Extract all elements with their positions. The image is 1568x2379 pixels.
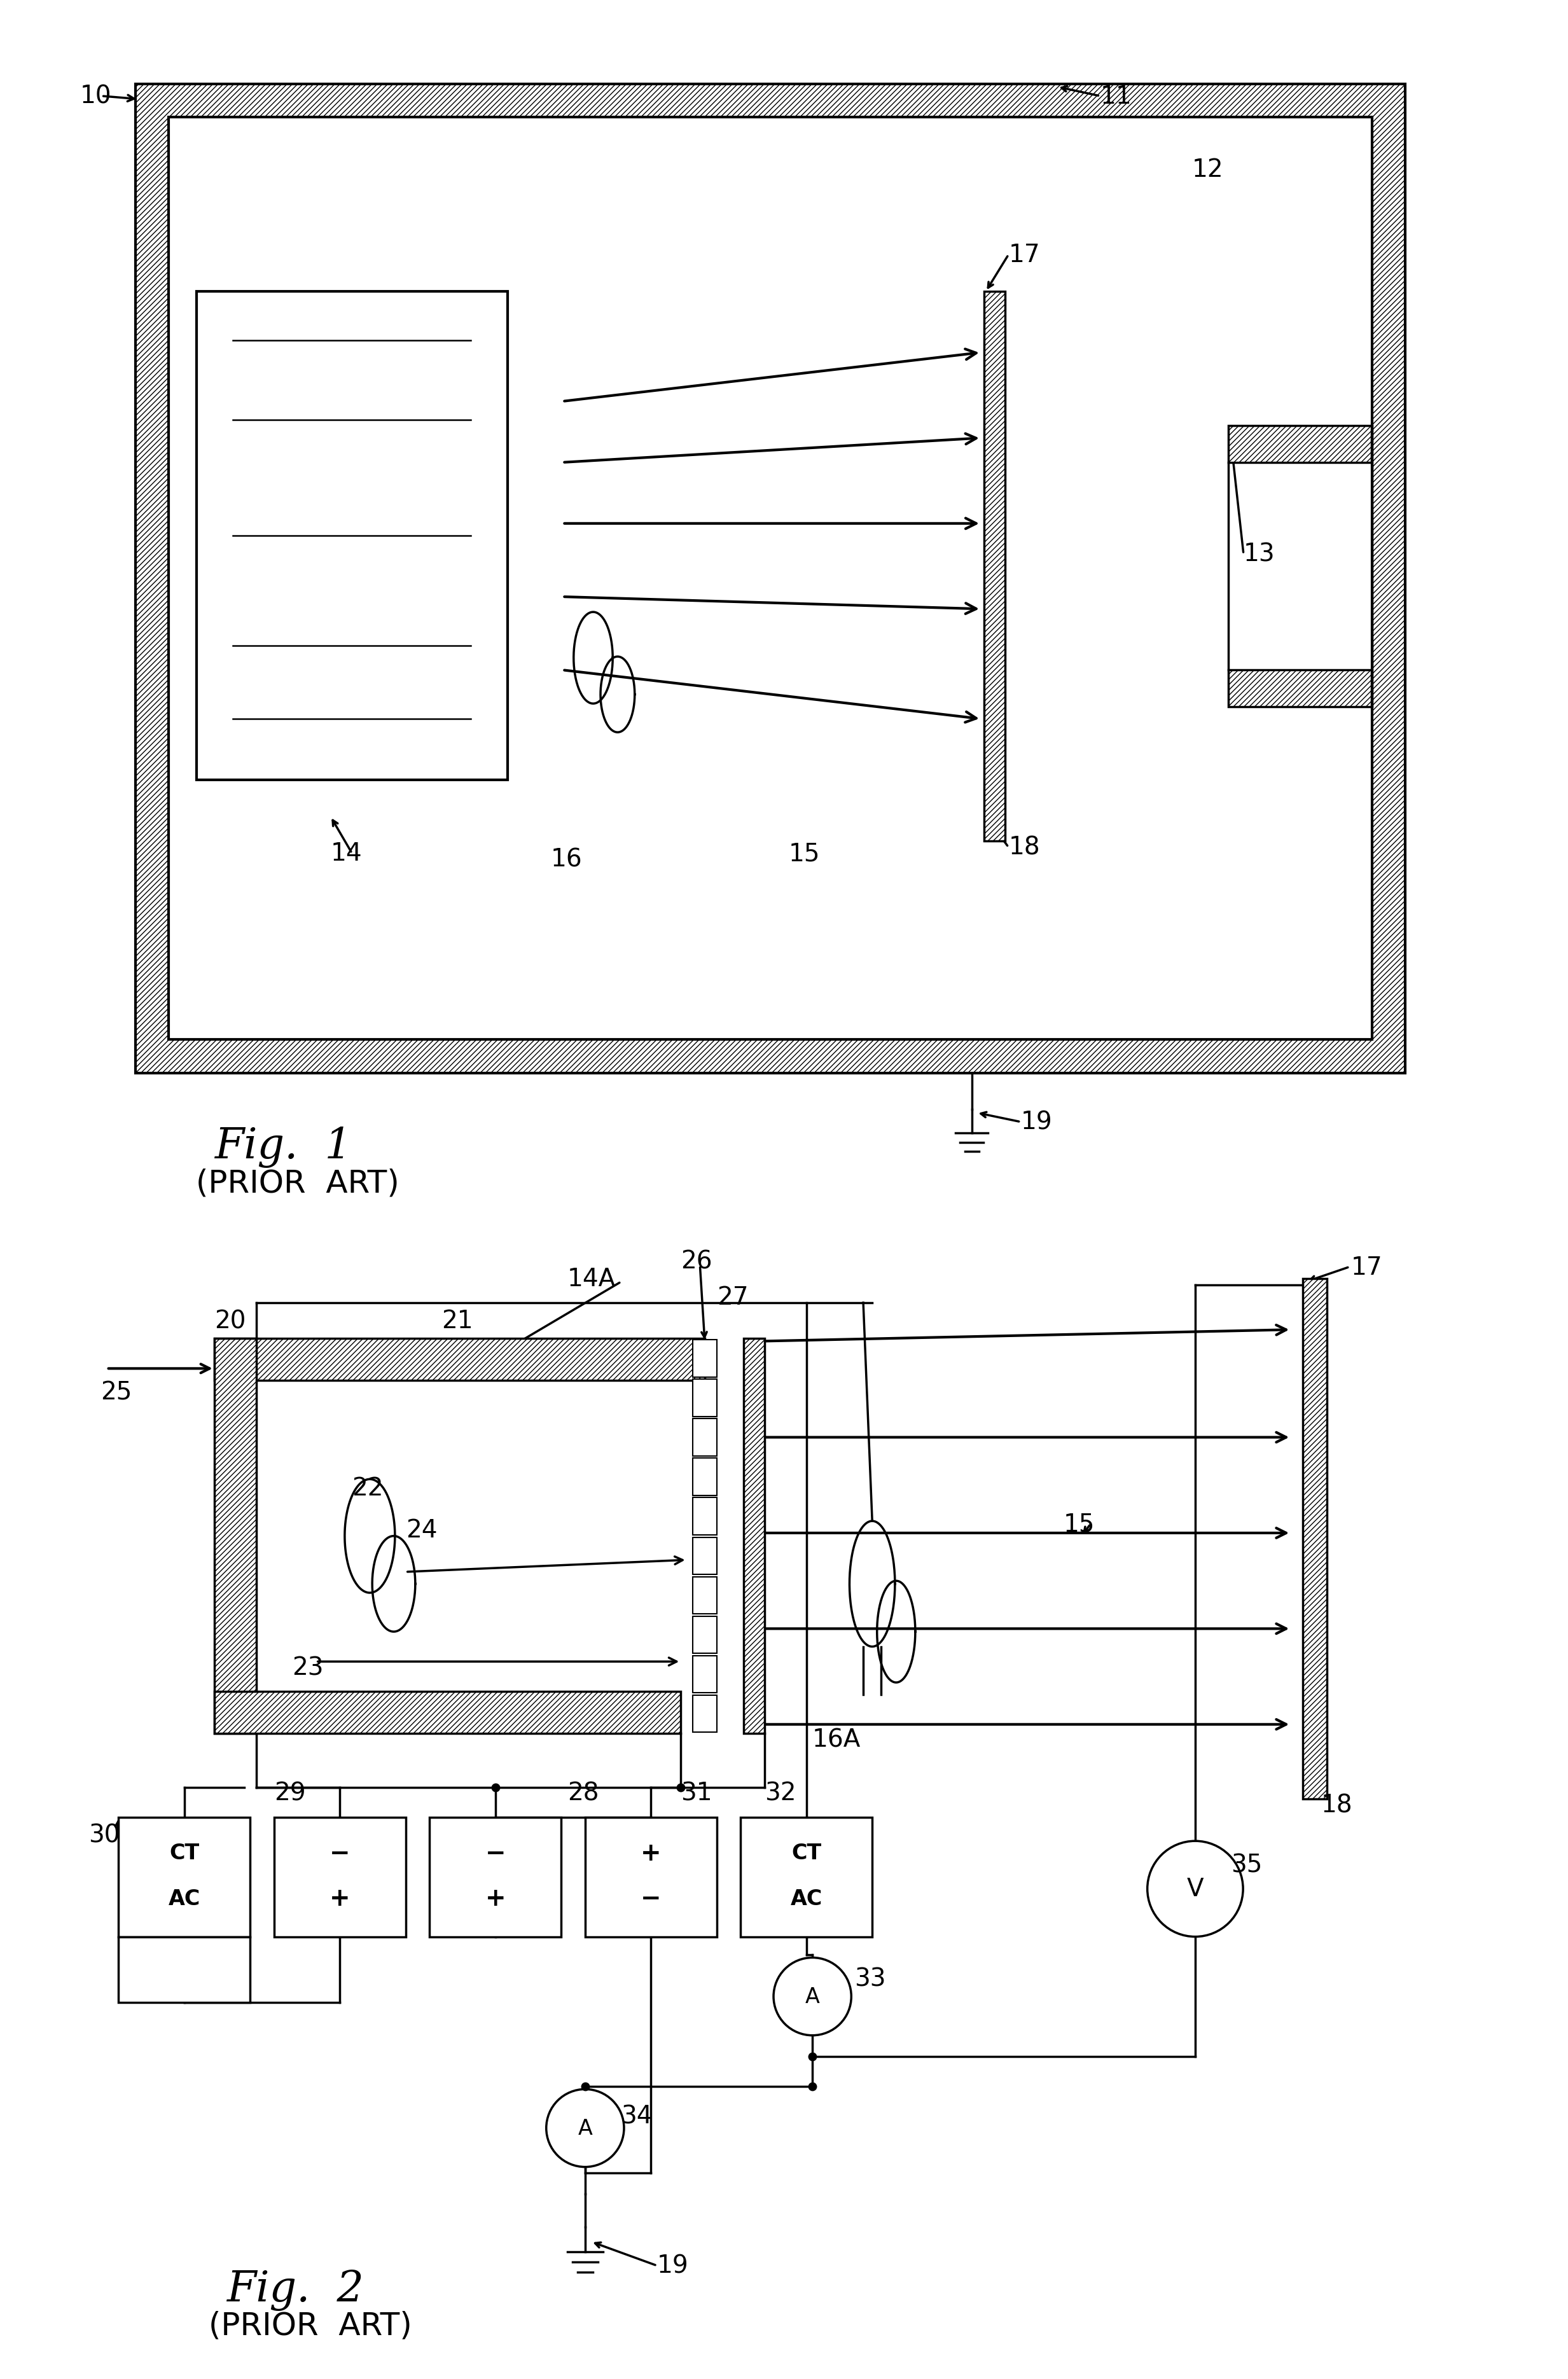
- Text: 25: 25: [100, 1380, 132, 1404]
- Text: 21: 21: [442, 1308, 474, 1332]
- Bar: [169, 119, 1372, 1040]
- Bar: [274, 1818, 406, 1937]
- Text: 33: 33: [855, 1967, 886, 1991]
- Text: 34: 34: [621, 2103, 652, 2129]
- Bar: [693, 1615, 717, 1653]
- Bar: [693, 1458, 717, 1496]
- Text: 29: 29: [274, 1782, 306, 1806]
- Text: 22: 22: [351, 1477, 383, 1501]
- Bar: [1303, 1280, 1327, 1799]
- Bar: [693, 1537, 717, 1575]
- Text: 18: 18: [1320, 1794, 1352, 1818]
- Text: +: +: [641, 1841, 662, 1865]
- Bar: [119, 1937, 251, 2003]
- Text: AC: AC: [790, 1889, 823, 1908]
- Bar: [693, 1418, 717, 1456]
- Text: 14: 14: [331, 842, 362, 866]
- Bar: [135, 83, 1405, 1073]
- Bar: [430, 1818, 561, 1937]
- Text: −: −: [641, 1887, 662, 1910]
- Text: +: +: [485, 1887, 506, 1910]
- Circle shape: [773, 1958, 851, 2036]
- Bar: [1228, 426, 1372, 464]
- Text: Fig.  1: Fig. 1: [215, 1125, 351, 1168]
- Bar: [743, 1339, 765, 1734]
- Bar: [693, 1577, 717, 1613]
- Text: −: −: [485, 1841, 506, 1865]
- Text: 17: 17: [1008, 243, 1040, 266]
- Text: AC: AC: [168, 1889, 201, 1908]
- Text: 30: 30: [89, 1822, 121, 1846]
- Text: A: A: [804, 1986, 820, 2008]
- Text: 26: 26: [681, 1249, 712, 1273]
- Text: 13: 13: [1243, 542, 1275, 566]
- Text: 10: 10: [80, 86, 111, 109]
- Bar: [215, 1691, 681, 1734]
- Text: 20: 20: [215, 1308, 246, 1332]
- Text: 35: 35: [1231, 1853, 1262, 1877]
- Bar: [119, 1818, 251, 1937]
- Bar: [740, 1818, 872, 1937]
- Text: 16: 16: [550, 847, 582, 871]
- Bar: [693, 1656, 717, 1694]
- Text: 32: 32: [765, 1782, 797, 1806]
- Text: 19: 19: [1021, 1111, 1052, 1135]
- Text: 16A: 16A: [812, 1727, 861, 1751]
- Bar: [693, 1696, 717, 1732]
- Text: V: V: [1187, 1877, 1204, 1901]
- Text: 27: 27: [717, 1285, 748, 1308]
- Text: 18: 18: [1008, 835, 1040, 859]
- Text: −: −: [329, 1841, 350, 1865]
- Bar: [215, 1339, 704, 1380]
- Text: 31: 31: [681, 1782, 712, 1806]
- Bar: [1228, 671, 1372, 707]
- Circle shape: [1148, 1841, 1243, 1937]
- Bar: [985, 293, 1005, 842]
- Bar: [693, 1499, 717, 1534]
- Text: Fig.  2: Fig. 2: [226, 2270, 364, 2310]
- Text: +: +: [329, 1887, 350, 1910]
- Text: A: A: [579, 2117, 593, 2139]
- Text: 15: 15: [789, 842, 820, 866]
- Text: (PRIOR  ART): (PRIOR ART): [209, 2310, 412, 2341]
- Text: 19: 19: [657, 2253, 688, 2277]
- Text: 15: 15: [1063, 1513, 1094, 1537]
- Text: 23: 23: [292, 1656, 323, 1680]
- Bar: [693, 1380, 717, 1416]
- Text: CT: CT: [169, 1844, 199, 1863]
- Text: 17: 17: [1350, 1256, 1383, 1280]
- Text: CT: CT: [792, 1844, 822, 1863]
- Text: 12: 12: [1192, 157, 1223, 181]
- Bar: [215, 1339, 256, 1734]
- Bar: [585, 1818, 717, 1937]
- Bar: [196, 293, 508, 780]
- Bar: [693, 1339, 717, 1377]
- Text: 11: 11: [1101, 86, 1132, 109]
- Circle shape: [546, 2089, 624, 2167]
- Text: (PRIOR  ART): (PRIOR ART): [196, 1168, 400, 1199]
- Text: 14A: 14A: [568, 1268, 616, 1292]
- Text: 28: 28: [568, 1782, 599, 1806]
- Text: 24: 24: [406, 1518, 437, 1542]
